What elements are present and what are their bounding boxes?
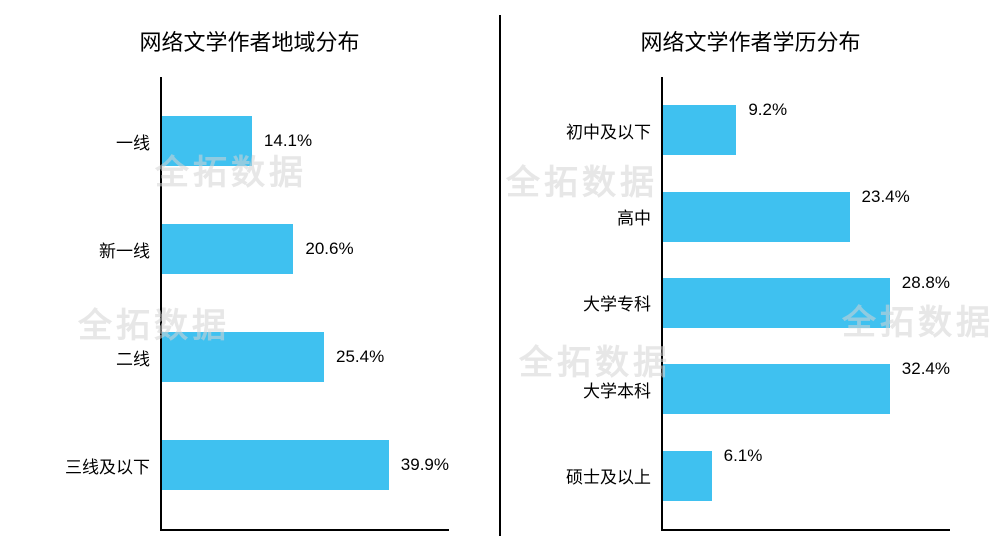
bar-row: 一线14.1% bbox=[162, 106, 449, 176]
bar-category-label: 三线及以下 bbox=[65, 453, 150, 478]
left-panel: 网络文学作者地域分布 一线14.1%新一线20.6%二线25.4%三线及以下39… bbox=[0, 0, 499, 551]
bar-value-label: 20.6% bbox=[305, 239, 353, 259]
bar-value-label: 28.8% bbox=[902, 273, 950, 293]
bar-category-label: 高中 bbox=[617, 204, 651, 229]
bar-category-label: 大学本科 bbox=[583, 377, 651, 402]
bar-row: 初中及以下9.2% bbox=[663, 95, 950, 165]
right-chart-title: 网络文学作者学历分布 bbox=[521, 25, 980, 57]
bar-value-label: 14.1% bbox=[264, 131, 312, 151]
left-chart-area: 一线14.1% 新一线20.6% 二线25.4% 三线及以下39.9% bbox=[160, 77, 449, 531]
bar-row: 高中23.4% bbox=[663, 182, 950, 252]
bar-category-label: 新一线 bbox=[99, 237, 150, 262]
bar bbox=[663, 192, 850, 242]
right-panel: 网络文学作者学历分布 初中及以下9.2%高中23.4%大学专科28.8%大学本科… bbox=[501, 0, 1000, 551]
left-chart-title: 网络文学作者地域分布 bbox=[20, 25, 479, 57]
bar bbox=[663, 105, 736, 155]
right-chart-area: 初中及以下9.2% 高中23.4% 大学专科28.8% 大学本科32.4% 硕士及以上6… bbox=[661, 77, 950, 531]
bar bbox=[663, 278, 890, 328]
bar-row: 三线及以下39.9% bbox=[162, 430, 449, 500]
bar-category-label: 初中及以下 bbox=[566, 118, 651, 143]
bar-row: 大学专科28.8% bbox=[663, 268, 950, 338]
bar-row: 二线25.4% bbox=[162, 322, 449, 392]
bar-category-label: 硕士及以上 bbox=[566, 463, 651, 488]
bar bbox=[162, 332, 324, 382]
bar-row: 硕士及以上6.1% bbox=[663, 441, 950, 511]
bar bbox=[162, 224, 293, 274]
bar-category-label: 大学专科 bbox=[583, 290, 651, 315]
bar-value-label: 6.1% bbox=[724, 446, 763, 466]
bar-category-label: 二线 bbox=[116, 345, 150, 370]
bar-row: 大学本科32.4% bbox=[663, 354, 950, 424]
bar-value-label: 32.4% bbox=[902, 359, 950, 379]
bar bbox=[162, 440, 389, 490]
bar bbox=[162, 116, 252, 166]
bar-row: 新一线20.6% bbox=[162, 214, 449, 284]
bar bbox=[663, 451, 712, 501]
bar bbox=[663, 364, 890, 414]
bar-category-label: 一线 bbox=[116, 129, 150, 154]
bar-value-label: 23.4% bbox=[862, 187, 910, 207]
bar-value-label: 39.9% bbox=[401, 455, 449, 475]
bar-value-label: 9.2% bbox=[748, 100, 787, 120]
bar-value-label: 25.4% bbox=[336, 347, 384, 367]
